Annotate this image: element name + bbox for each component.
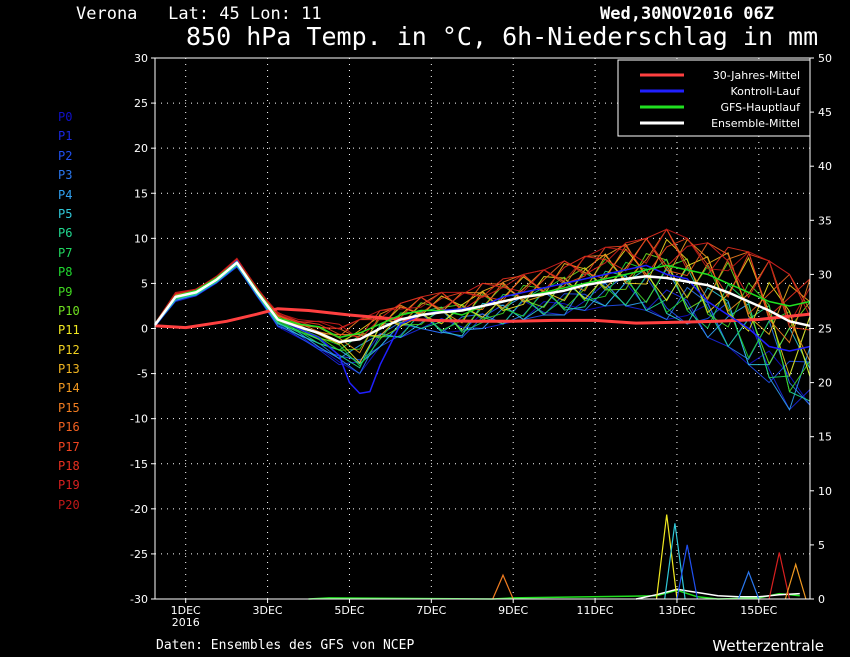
left-tick-label: -25: [130, 548, 148, 561]
ensemble-member-list: P0 P1 P2 P3 P4 P5 P6 P7 P8 P9 P10 P11 P12 P13 P14 P15 P1…: [58, 108, 80, 515]
grid-lines: [155, 57, 810, 600]
x-tick-label: 7DEC: [416, 604, 446, 617]
right-tick-label: 10: [818, 485, 832, 498]
ensemble-member-line: [154, 238, 811, 362]
left-tick-label: 10: [134, 232, 148, 245]
x-tick-label: 5DEC: [334, 604, 364, 617]
left-tick-label: 5: [141, 277, 148, 290]
ensemble-member-line: [154, 228, 811, 330]
x-tick-label: 15DEC: [740, 604, 777, 617]
member-label: P16: [58, 420, 80, 435]
legend-label: 30-Jahres-Mittel: [713, 69, 800, 82]
legend-label: GFS-Hauptlauf: [720, 101, 801, 114]
x-axis-ticks: 1DEC 3DEC 5DEC 7DEC 9DEC 11DEC 13DEC 15DEC 2016: [171, 599, 778, 629]
precipitation-series: [308, 514, 807, 600]
temperature-line: [153, 261, 811, 344]
left-tick-label: 15: [134, 187, 148, 200]
member-label: P7: [58, 245, 73, 260]
right-tick-label: 45: [818, 106, 832, 119]
left-tick-label: 25: [134, 97, 148, 110]
right-tick-label: 20: [818, 377, 832, 390]
member-label: P9: [58, 284, 73, 299]
left-tick-label: -5: [137, 368, 148, 381]
member-label: P8: [58, 265, 73, 280]
member-label: P1: [58, 129, 73, 144]
temperature-line: [154, 260, 811, 395]
member-label: P12: [58, 342, 80, 357]
precipitation-peak: [655, 514, 678, 600]
temperature-series: [153, 260, 811, 395]
left-tick-label: 0: [141, 323, 148, 336]
precipitation-peak: [768, 552, 791, 600]
member-label: P14: [58, 381, 80, 396]
member-label: P0: [58, 110, 73, 124]
x-tick-label: 11DEC: [577, 604, 614, 617]
precipitation-peak: [737, 570, 760, 600]
member-label: P19: [58, 478, 80, 493]
chart-title: 850 hPa Temp. in °C, 6h-Niederschlag in …: [186, 22, 819, 51]
legend: 30-Jahres-Mittel Kontroll-Lauf GFS-Hauptla…: [617, 59, 811, 137]
precipitation-peak: [676, 544, 698, 600]
ensemble-spread: [154, 228, 811, 411]
temperature-line: [154, 307, 811, 330]
member-label: P4: [58, 187, 73, 202]
precipitation-peak: [492, 573, 514, 600]
member-label: P17: [58, 439, 80, 454]
precipitation-peak: [664, 523, 686, 600]
data-source-label: Daten: Ensembles des GFS von NCEP: [156, 638, 415, 653]
right-tick-label: 50: [818, 52, 832, 65]
brand-label: Wetterzentrale: [712, 637, 824, 655]
right-tick-label: 35: [818, 214, 832, 227]
precipitation-peak: [784, 562, 807, 600]
x-tick-label: 13DEC: [658, 604, 695, 617]
member-label: P5: [58, 206, 73, 221]
legend-label: Kontroll-Lauf: [731, 85, 802, 98]
member-label: P3: [58, 168, 73, 183]
member-label: P10: [58, 303, 80, 318]
right-tick-label: 15: [818, 431, 832, 444]
left-tick-label: -20: [130, 503, 148, 516]
x-tick-label: 9DEC: [498, 604, 528, 617]
member-label: P2: [58, 148, 73, 163]
left-tick-label: 20: [134, 142, 148, 155]
right-tick-label: 40: [818, 160, 832, 173]
run-timestamp: Wed,30NOV2016 06Z: [600, 4, 774, 24]
left-tick-label: -10: [130, 413, 148, 426]
temperature-line: [154, 261, 811, 339]
left-tick-label: -30: [130, 593, 148, 606]
left-tick-label: 30: [134, 52, 148, 65]
right-tick-label: 5: [818, 539, 825, 552]
right-tick-label: 25: [818, 323, 832, 336]
member-label: P11: [58, 323, 80, 338]
x-year-label: 2016: [172, 616, 200, 629]
x-tick-label: 3DEC: [253, 604, 283, 617]
legend-label: Ensemble-Mittel: [711, 117, 800, 130]
member-label: P6: [58, 226, 73, 241]
right-tick-label: 0: [818, 593, 825, 606]
ensemble-member-line: [154, 258, 811, 393]
x-tick-label: 1DEC: [171, 604, 201, 617]
member-label: P18: [58, 459, 80, 474]
member-label: P13: [58, 362, 80, 377]
location-label: Verona Lat: 45 Lon: 11: [76, 4, 322, 24]
member-label: P15: [58, 400, 80, 415]
precipitation-line: [308, 589, 800, 600]
ensemble-member-line: [154, 258, 811, 379]
left-tick-label: -15: [130, 458, 148, 471]
right-tick-label: 30: [818, 268, 832, 281]
precipitation-line: [635, 588, 800, 600]
left-axis-ticks: 30 25 20 15 10 5 0 -5 -10 -15 -20 -25 -30: [130, 52, 155, 606]
member-label: P20: [58, 497, 80, 512]
